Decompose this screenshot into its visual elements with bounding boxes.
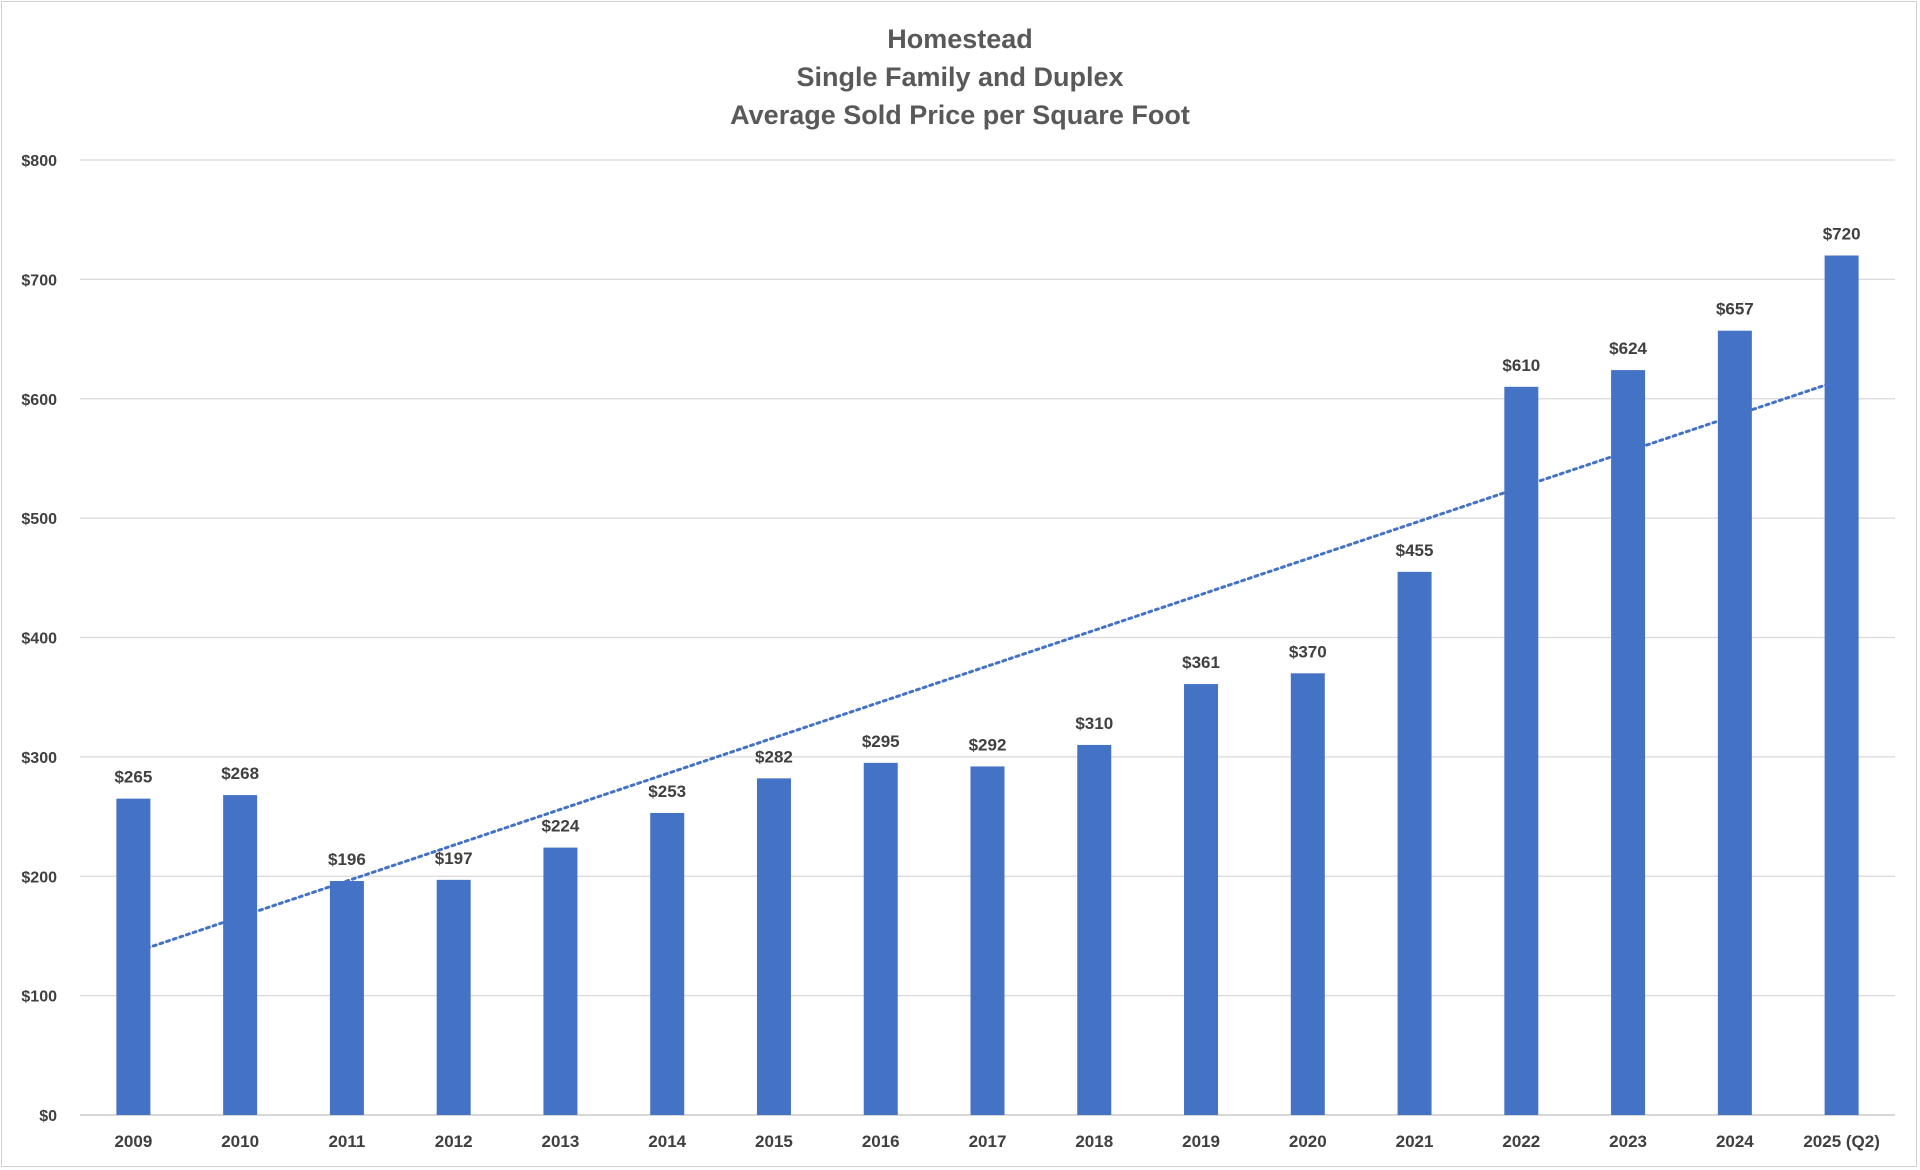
y-tick-label: $600 [21,392,57,409]
data-label: $720 [1823,225,1861,244]
bar [863,762,898,1115]
bars [116,255,1859,1116]
x-tick-label: 2022 [1502,1132,1540,1151]
bar [1824,255,1859,1115]
data-label: $196 [328,850,366,869]
gridlines [80,159,1895,1116]
x-tick-label: 2020 [1289,1132,1327,1151]
data-label: $282 [755,747,793,766]
bar [223,795,258,1115]
data-label: $295 [862,732,900,751]
trendline [131,378,1844,955]
data-labels: $265 $268 $196 $197 $224 $253 $282 $295 $292 $310… [114,225,1860,870]
bar [116,798,151,1115]
bar [329,881,364,1115]
x-axis: 2009 2010 2011 2012 2013 2014 2015 2016 2017 2018… [114,1132,1879,1151]
y-tick-label: $0 [39,1108,57,1125]
data-label: $361 [1182,653,1220,672]
x-tick-label: 2014 [648,1132,686,1151]
x-tick-label: 2016 [862,1132,900,1151]
x-tick-label: 2015 [755,1132,793,1151]
y-tick-label: $400 [21,631,57,648]
y-tick-label: $700 [21,272,57,289]
y-tick-label: $200 [21,869,57,886]
bar [1504,386,1539,1115]
bar [436,879,471,1115]
chart-title-line-1: Homestead [887,24,1033,54]
y-tick-label: $300 [21,750,57,767]
data-label: $370 [1289,642,1327,661]
data-label: $657 [1716,300,1754,319]
data-label: $292 [969,735,1007,754]
data-label: $610 [1502,356,1540,375]
data-label: $455 [1396,541,1434,560]
bar [1290,673,1325,1115]
bar [756,778,791,1115]
x-tick-label: 2010 [221,1132,259,1151]
data-label: $265 [114,768,152,787]
bar [970,766,1005,1115]
chart-title: Homestead Single Family and Duplex Avera… [730,24,1190,130]
x-tick-label: 2013 [542,1132,580,1151]
x-tick-label: 2017 [969,1132,1007,1151]
x-tick-label: 2018 [1075,1132,1113,1151]
bar [543,847,578,1115]
bar [1184,684,1219,1115]
bar [1717,330,1752,1115]
x-tick-label: 2023 [1609,1132,1647,1151]
x-tick-label: 2009 [114,1132,152,1151]
bar [1077,744,1112,1115]
bar [1397,571,1432,1115]
x-tick-label: 2024 [1716,1132,1754,1151]
data-label: $310 [1075,714,1113,733]
data-label: $224 [542,817,580,836]
y-tick-label: $500 [21,511,57,528]
x-tick-label: 2019 [1182,1132,1220,1151]
chart-title-line-2: Single Family and Duplex [796,62,1123,92]
chart-title-line-3: Average Sold Price per Square Foot [730,100,1190,130]
y-tick-label: $100 [21,989,57,1006]
x-tick-label: 2012 [435,1132,473,1151]
data-label: $268 [221,764,259,783]
y-tick-label: $800 [21,153,57,170]
bar [650,812,685,1115]
bar [1611,370,1646,1116]
x-tick-label: 2025 (Q2) [1803,1132,1880,1151]
y-axis: $0 $100 $200 $300 $400 $500 $600 $700 $800 [21,153,57,1125]
x-tick-label: 2011 [328,1132,365,1151]
data-label: $197 [435,849,473,868]
data-label: $624 [1609,339,1647,358]
trendline-line [131,378,1844,955]
data-label: $253 [648,782,686,801]
x-tick-label: 2021 [1396,1132,1434,1151]
